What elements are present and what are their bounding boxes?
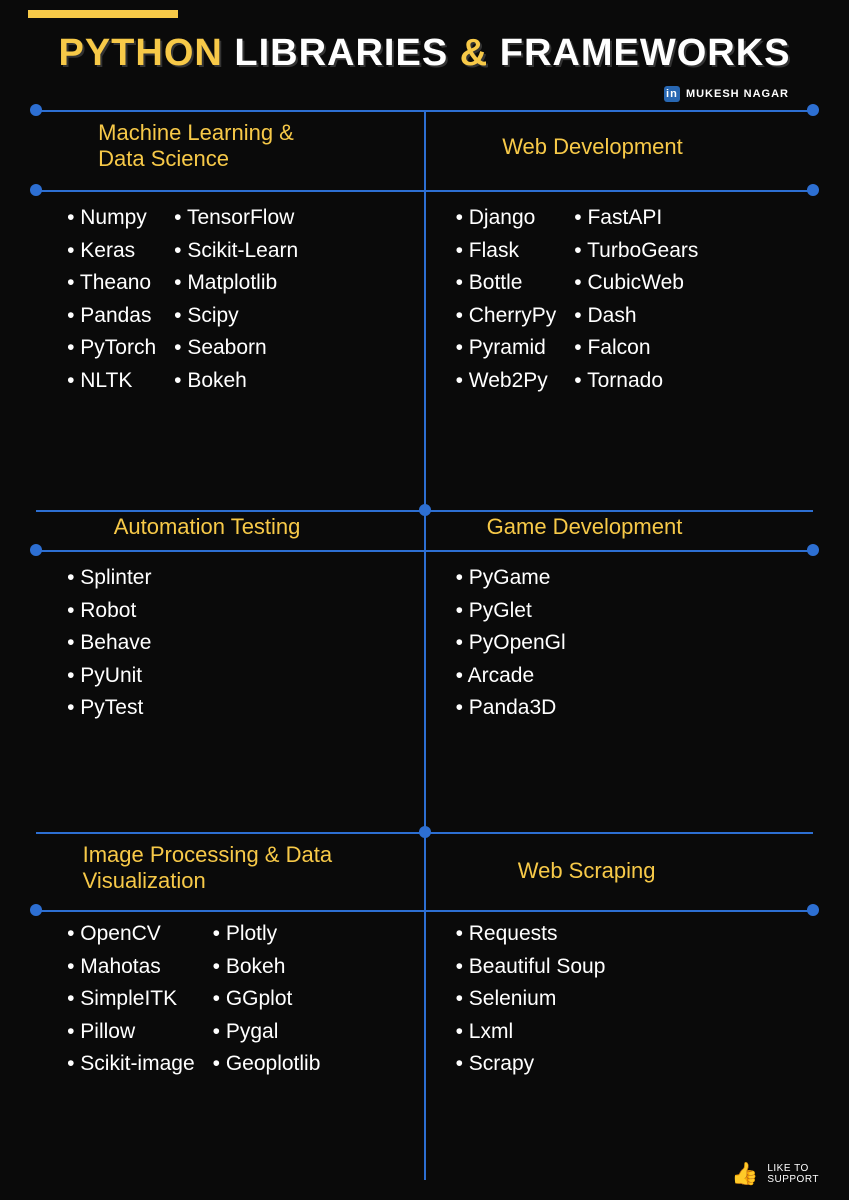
list-item: TurboGears <box>574 235 698 268</box>
list-item: CherryPy <box>456 300 557 333</box>
list-item: Django <box>456 202 557 235</box>
list-item: PyGame <box>456 562 566 595</box>
list-column: OpenCVMahotasSimpleITKPillowScikit-image <box>67 918 195 1081</box>
section-list-scrape: RequestsBeautiful SoupSeleniumLxmlScrapy <box>456 918 606 1081</box>
list-item: PyTorch <box>67 332 156 365</box>
list-item: Robot <box>67 595 151 628</box>
grid-dot <box>30 104 42 116</box>
grid-dot <box>807 104 819 116</box>
list-item: Falcon <box>574 332 698 365</box>
list-item: Behave <box>67 627 151 660</box>
list-column: TensorFlowScikit-LearnMatplotlibScipySea… <box>174 202 298 397</box>
author-name: MUKESH NAGAR <box>686 88 789 100</box>
list-item: Requests <box>456 918 606 951</box>
section-title-scrape: Web Scraping <box>518 858 656 884</box>
horizontal-divider <box>36 910 813 912</box>
list-item: Scrapy <box>456 1048 606 1081</box>
grid-dot <box>807 544 819 556</box>
title-word-2: LIBRARIES <box>234 32 448 74</box>
footer-text: LIKE TO SUPPORT <box>767 1163 819 1185</box>
author-credit: in MUKESH NAGAR <box>664 86 789 102</box>
list-item: SimpleITK <box>67 983 195 1016</box>
list-item: Selenium <box>456 983 606 1016</box>
list-item: Pandas <box>67 300 156 333</box>
section-title-ml: Machine Learning &Data Science <box>98 120 294 173</box>
list-item: Lxml <box>456 1016 606 1049</box>
section-list-auto: SplinterRobotBehavePyUnitPyTest <box>67 562 151 725</box>
list-item: PyOpenGl <box>456 627 566 660</box>
list-item: Keras <box>67 235 156 268</box>
list-column: RequestsBeautiful SoupSeleniumLxmlScrapy <box>456 918 606 1081</box>
title-word-1: PYTHON <box>58 32 222 74</box>
list-item: Splinter <box>67 562 151 595</box>
list-item: Arcade <box>456 660 566 693</box>
thumbs-up-icon: 👍 <box>731 1162 759 1186</box>
section-title-auto: Automation Testing <box>114 514 301 540</box>
section-title-game: Game Development <box>487 514 683 540</box>
section-list-game: PyGamePyGletPyOpenGlArcadePanda3D <box>456 562 566 725</box>
grid-dot <box>807 184 819 196</box>
list-item: Pillow <box>67 1016 195 1049</box>
grid-dot <box>30 184 42 196</box>
list-item: Bokeh <box>174 365 298 398</box>
list-item: Panda3D <box>456 692 566 725</box>
list-column: FastAPITurboGearsCubicWebDashFalconTorna… <box>574 202 698 397</box>
list-item: Scikit-image <box>67 1048 195 1081</box>
list-item: Theano <box>67 267 156 300</box>
list-item: CubicWeb <box>574 267 698 300</box>
list-item: PyGlet <box>456 595 566 628</box>
section-list-ml: NumpyKerasTheanoPandasPyTorchNLTKTensorF… <box>67 202 298 397</box>
list-column: SplinterRobotBehavePyUnitPyTest <box>67 562 151 725</box>
list-item: TensorFlow <box>174 202 298 235</box>
list-item: Beautiful Soup <box>456 951 606 984</box>
footer-cta: 👍 LIKE TO SUPPORT <box>731 1162 819 1186</box>
list-item: Pygal <box>213 1016 321 1049</box>
list-item: Plotly <box>213 918 321 951</box>
page-title: PYTHON LIBRARIES & FRAMEWORKS <box>0 32 849 75</box>
horizontal-divider <box>36 190 813 192</box>
top-accent-bar <box>28 10 178 18</box>
list-column: DjangoFlaskBottleCherryPyPyramidWeb2Py <box>456 202 557 397</box>
title-amp: & <box>460 32 488 74</box>
section-title-img: Image Processing & DataVisualization <box>83 842 332 895</box>
list-item: Scipy <box>174 300 298 333</box>
list-item: NLTK <box>67 365 156 398</box>
list-item: FastAPI <box>574 202 698 235</box>
section-title-web: Web Development <box>502 134 683 160</box>
linkedin-icon: in <box>664 86 680 102</box>
grid-dot <box>30 544 42 556</box>
title-word-3: FRAMEWORKS <box>500 32 791 74</box>
list-item: Dash <box>574 300 698 333</box>
list-item: PyUnit <box>67 660 151 693</box>
horizontal-divider <box>36 550 813 552</box>
list-item: Bokeh <box>213 951 321 984</box>
list-item: PyTest <box>67 692 151 725</box>
list-item: Mahotas <box>67 951 195 984</box>
list-item: Tornado <box>574 365 698 398</box>
list-column: PyGamePyGletPyOpenGlArcadePanda3D <box>456 562 566 725</box>
grid-dot <box>419 504 431 516</box>
list-item: OpenCV <box>67 918 195 951</box>
list-item: GGplot <box>213 983 321 1016</box>
section-list-img: OpenCVMahotasSimpleITKPillowScikit-image… <box>67 918 320 1081</box>
list-item: Web2Py <box>456 365 557 398</box>
content-grid: Machine Learning &Data Science NumpyKeras… <box>36 110 813 1180</box>
list-item: Flask <box>456 235 557 268</box>
list-column: NumpyKerasTheanoPandasPyTorchNLTK <box>67 202 156 397</box>
list-item: Bottle <box>456 267 557 300</box>
grid-dot <box>419 826 431 838</box>
list-column: PlotlyBokehGGplotPygalGeoplotlib <box>213 918 321 1081</box>
list-item: Geoplotlib <box>213 1048 321 1081</box>
section-list-web: DjangoFlaskBottleCherryPyPyramidWeb2PyFa… <box>456 202 699 397</box>
vertical-divider <box>424 110 426 1180</box>
grid-dot <box>30 904 42 916</box>
list-item: Seaborn <box>174 332 298 365</box>
list-item: Scikit-Learn <box>174 235 298 268</box>
list-item: Matplotlib <box>174 267 298 300</box>
grid-dot <box>807 904 819 916</box>
list-item: Numpy <box>67 202 156 235</box>
list-item: Pyramid <box>456 332 557 365</box>
horizontal-divider <box>36 110 813 112</box>
